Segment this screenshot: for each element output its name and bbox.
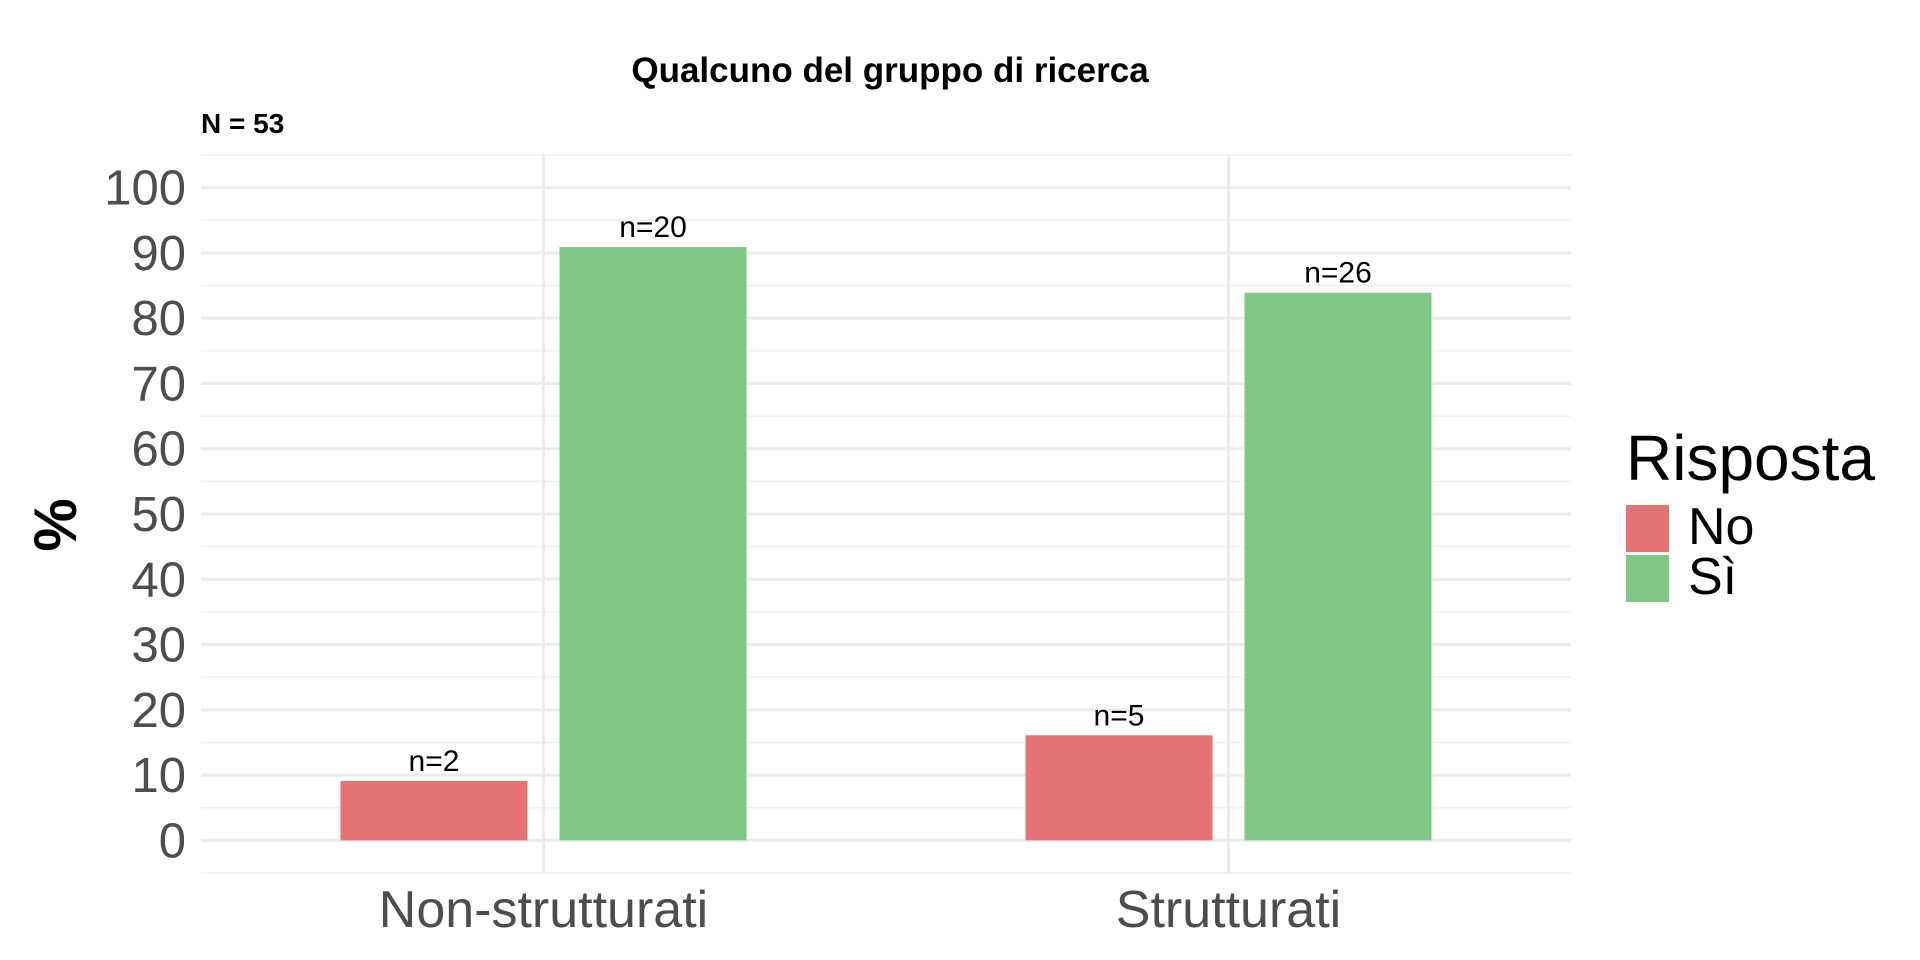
data-label: n=26	[1304, 257, 1372, 290]
bar-s-0	[559, 247, 747, 841]
y-tick-label: 10	[131, 749, 186, 803]
legend-label: Sì	[1688, 548, 1737, 606]
legend-key-0	[1626, 505, 1669, 552]
y-tick-label: 70	[131, 357, 186, 411]
y-tick-label: 50	[131, 488, 186, 542]
x-tick-label: Strutturati	[1116, 881, 1341, 939]
y-tick-label: 0	[159, 814, 186, 868]
chart-title: Qualcuno del gruppo di ricerca	[631, 51, 1149, 90]
y-tick-label: 80	[131, 292, 186, 346]
data-label: n=20	[619, 211, 687, 244]
chart-subtitle: N = 53	[201, 108, 284, 139]
data-label: n=5	[1094, 699, 1145, 732]
x-axis-ticks: Non-strutturati Strutturati	[379, 881, 1341, 939]
y-tick-label: 30	[131, 619, 186, 673]
legend-title: Risposta	[1626, 422, 1875, 494]
y-tick-label: 40	[131, 553, 186, 607]
y-tick-label: 20	[131, 684, 186, 738]
bar-s-1	[1244, 292, 1432, 841]
y-tick-label: 90	[131, 227, 186, 281]
data-labels-layer: n=2 n=5 n=20 n=26	[409, 211, 1372, 778]
bar-no-1	[1025, 735, 1213, 841]
legend-label: No	[1688, 498, 1754, 556]
x-tick-label: Non-strutturati	[379, 881, 708, 939]
data-label: n=2	[409, 745, 460, 778]
y-tick-label: 100	[104, 162, 186, 216]
y-tick-label: 60	[131, 423, 186, 477]
bar-no-0	[340, 780, 528, 841]
bars-layer	[340, 247, 1432, 841]
y-axis-label: %	[22, 498, 89, 551]
y-axis-ticks: 0 10 20 30 40 50 60 70 80 90 100	[104, 162, 186, 869]
legend-key-1	[1626, 555, 1669, 602]
